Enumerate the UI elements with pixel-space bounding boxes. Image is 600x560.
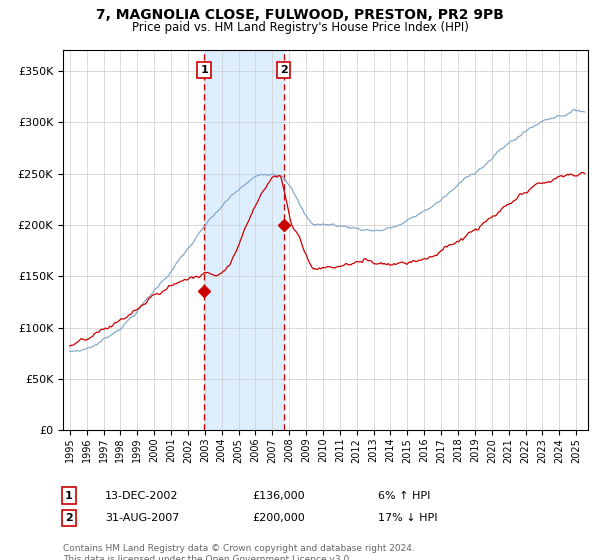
Text: Contains HM Land Registry data © Crown copyright and database right 2024.
This d: Contains HM Land Registry data © Crown c… — [63, 544, 415, 560]
Text: 1: 1 — [200, 65, 208, 75]
Text: 17% ↓ HPI: 17% ↓ HPI — [378, 513, 437, 523]
Text: 1: 1 — [65, 491, 73, 501]
Text: 2: 2 — [280, 65, 287, 75]
Text: 31-AUG-2007: 31-AUG-2007 — [105, 513, 179, 523]
Text: £136,000: £136,000 — [252, 491, 305, 501]
Text: £200,000: £200,000 — [252, 513, 305, 523]
Bar — [204, 50, 284, 430]
Text: 6% ↑ HPI: 6% ↑ HPI — [378, 491, 430, 501]
Text: 13-DEC-2002: 13-DEC-2002 — [105, 491, 179, 501]
Text: 2: 2 — [65, 513, 73, 523]
Text: 7, MAGNOLIA CLOSE, FULWOOD, PRESTON, PR2 9PB: 7, MAGNOLIA CLOSE, FULWOOD, PRESTON, PR2… — [96, 8, 504, 22]
Text: Price paid vs. HM Land Registry's House Price Index (HPI): Price paid vs. HM Land Registry's House … — [131, 21, 469, 34]
